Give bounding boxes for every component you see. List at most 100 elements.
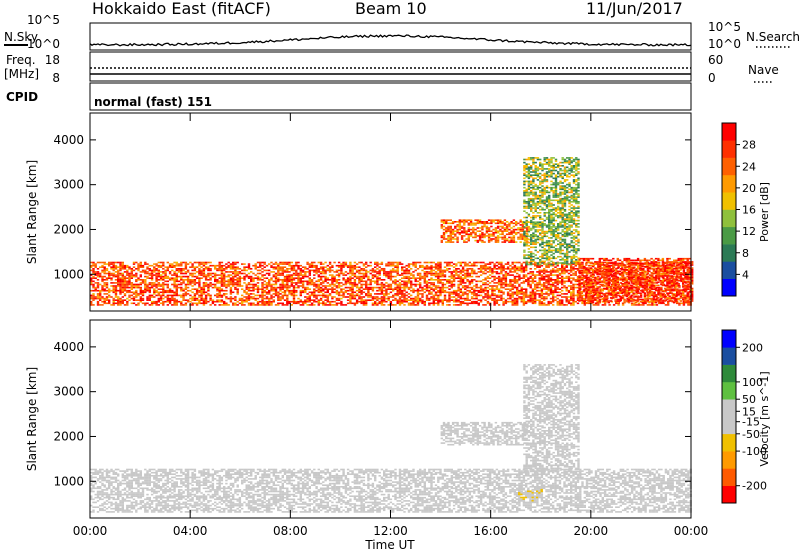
echo-cell xyxy=(123,275,127,278)
echo-cell xyxy=(105,279,109,281)
echo-cell xyxy=(216,296,219,298)
echo-cell xyxy=(326,282,329,284)
echo-cell xyxy=(202,282,206,284)
echo-cell xyxy=(365,266,368,268)
echo-cell xyxy=(310,280,314,283)
echo-cell xyxy=(198,263,201,265)
echo-cell xyxy=(184,266,188,268)
echo-cell xyxy=(299,285,302,287)
echo-cell xyxy=(432,299,435,301)
echo-cell xyxy=(448,282,451,284)
echo-cell xyxy=(545,264,548,267)
echo-cell xyxy=(419,274,422,276)
echo-cell xyxy=(387,297,390,300)
echo-cell xyxy=(572,288,575,290)
echo-cell xyxy=(637,304,641,306)
echo-cell xyxy=(626,297,629,300)
echo-cell xyxy=(621,283,624,285)
echo-cell xyxy=(389,279,393,281)
echo-cell xyxy=(459,304,462,306)
echo-cell xyxy=(105,297,109,300)
echo-cell xyxy=(464,286,467,289)
echo-cell xyxy=(534,283,537,286)
echo-cell xyxy=(642,268,645,270)
echo-cell xyxy=(473,300,476,303)
echo-cell xyxy=(270,271,273,273)
echo-cell xyxy=(96,272,100,275)
echo-cell xyxy=(527,285,530,287)
echo-cell xyxy=(380,269,384,272)
echo-cell xyxy=(346,264,350,267)
echo-cell xyxy=(387,285,390,287)
echo-cell xyxy=(186,300,190,303)
echo-cell xyxy=(277,280,280,283)
echo-cell xyxy=(358,282,361,284)
echo-cell xyxy=(574,264,577,267)
echo-cell xyxy=(470,263,474,265)
echo-cell xyxy=(497,296,501,298)
echo-cell xyxy=(245,300,248,303)
echo-cell xyxy=(204,275,208,278)
echo-cell xyxy=(401,296,404,298)
echo-cell xyxy=(484,304,487,306)
echo-cell xyxy=(653,282,656,284)
echo-cell xyxy=(520,299,523,301)
echo-cell xyxy=(543,285,546,287)
echo-cell xyxy=(279,261,282,264)
echo-cell xyxy=(461,277,465,279)
echo-cell xyxy=(358,271,361,273)
echo-cell xyxy=(130,274,133,276)
echo-cell xyxy=(513,280,517,283)
echo-cell xyxy=(669,263,672,265)
echo-cell xyxy=(119,277,122,279)
echo-cell xyxy=(497,272,501,275)
echo-cell xyxy=(502,264,505,267)
echo-cell xyxy=(549,283,553,286)
echo-cell xyxy=(209,299,212,301)
echo-cell xyxy=(135,299,138,301)
echo-cell xyxy=(155,302,158,305)
echo-cell xyxy=(522,293,526,295)
echo-cell xyxy=(155,279,158,281)
echo-cell xyxy=(552,296,555,298)
echo-cell xyxy=(383,286,386,289)
echo-cell xyxy=(410,277,413,279)
echo-cell xyxy=(450,296,453,298)
echo-cell xyxy=(121,296,124,298)
echo-cell xyxy=(621,261,624,263)
echo-cell xyxy=(596,268,599,271)
echo-cell xyxy=(342,274,345,276)
echo-cell xyxy=(612,280,616,283)
echo-cell xyxy=(164,275,167,278)
echo-cell xyxy=(538,264,541,267)
echo-cell xyxy=(263,304,266,306)
echo-cell xyxy=(346,277,350,279)
echo-cell xyxy=(437,264,440,267)
echo-cell xyxy=(419,286,422,289)
echo-cell xyxy=(607,290,610,293)
echo-cell xyxy=(252,280,255,283)
echo-cell xyxy=(506,288,510,290)
echo-cell xyxy=(333,275,336,278)
echo-cell xyxy=(484,293,487,295)
echo-cell xyxy=(119,274,122,276)
echo-cell xyxy=(94,297,97,300)
echo-cell xyxy=(621,277,625,279)
echo-cell xyxy=(99,291,102,294)
echo-cell xyxy=(439,266,442,268)
echo-cell xyxy=(378,297,381,300)
echo-cell xyxy=(310,264,314,267)
echo-cell xyxy=(349,300,352,303)
echo-cell xyxy=(304,289,307,292)
echo-cell xyxy=(195,291,199,294)
echo-cell xyxy=(180,288,183,290)
echo-cell xyxy=(635,261,638,264)
echo-cell xyxy=(646,297,650,300)
echo-cell xyxy=(365,283,368,286)
echo-cell xyxy=(132,291,136,294)
echo-cell xyxy=(299,274,302,276)
echo-cell xyxy=(247,288,251,290)
echo-cell xyxy=(301,283,305,286)
echo-cell xyxy=(324,277,327,279)
echo-cell xyxy=(461,282,465,284)
